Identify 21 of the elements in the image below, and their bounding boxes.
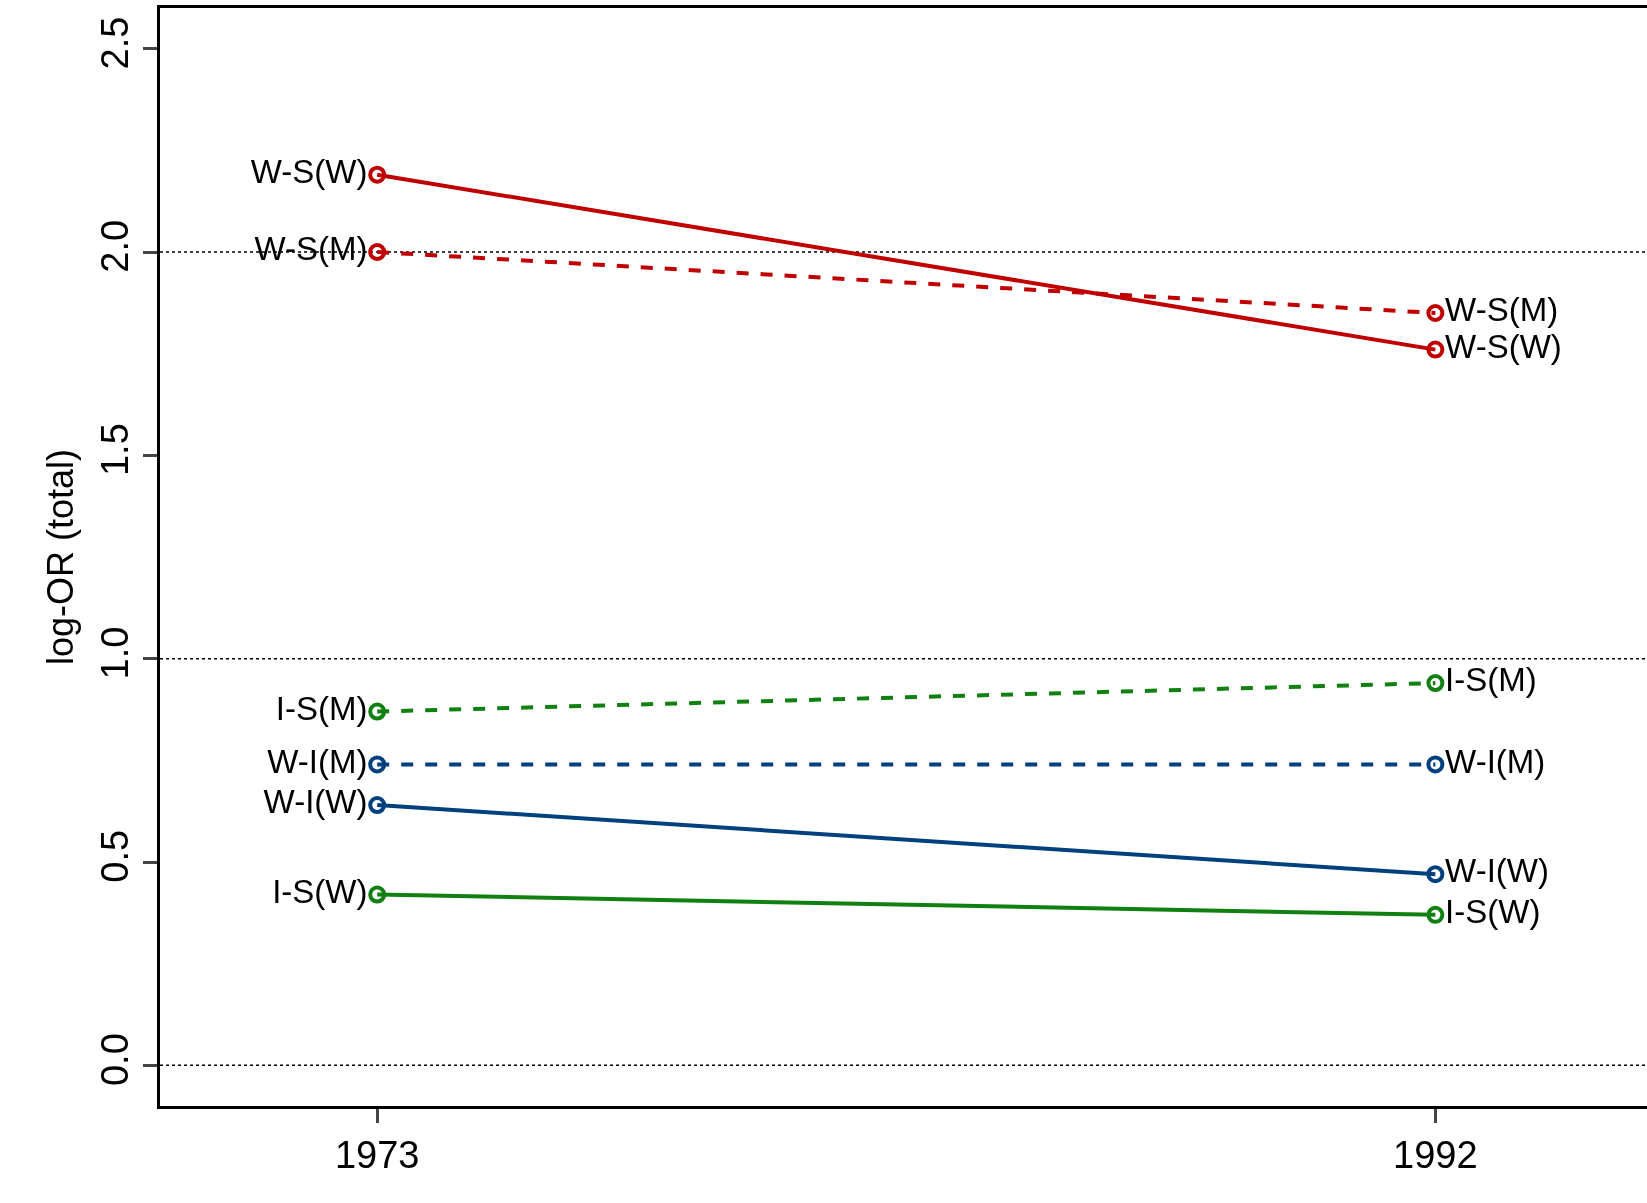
series-label: I-S(W) <box>1445 893 1541 931</box>
y-tick-label: 2.0 <box>94 219 137 273</box>
y-tick-label: 2.5 <box>94 16 137 70</box>
text: W-I(M) <box>267 742 368 780</box>
series-label: I-S(M) <box>1445 661 1537 699</box>
text: W-S(M) <box>254 230 368 268</box>
x-tick-label: 1973 <box>334 1134 420 1177</box>
series-label: W-S(M) <box>1445 291 1559 329</box>
y-tick-label: 1.5 <box>94 423 137 477</box>
x-tick-label: 1992 <box>1393 1134 1478 1177</box>
y-axis-title: log-OR (total) <box>39 448 81 666</box>
text: W-I(W) <box>263 783 368 821</box>
text: I-S(W) <box>272 872 368 910</box>
y-tick-label: 1.0 <box>94 626 137 680</box>
y-tick-label: 0.5 <box>94 829 137 883</box>
text: I-S(M) <box>275 689 368 727</box>
text: W-S(W) <box>250 152 368 190</box>
y-tick-label: 0.0 <box>94 1033 137 1087</box>
series-label: W-S(W) <box>1445 327 1562 365</box>
series-label: W-I(W) <box>1445 852 1549 890</box>
series-label: W-I(M) <box>1445 742 1546 780</box>
